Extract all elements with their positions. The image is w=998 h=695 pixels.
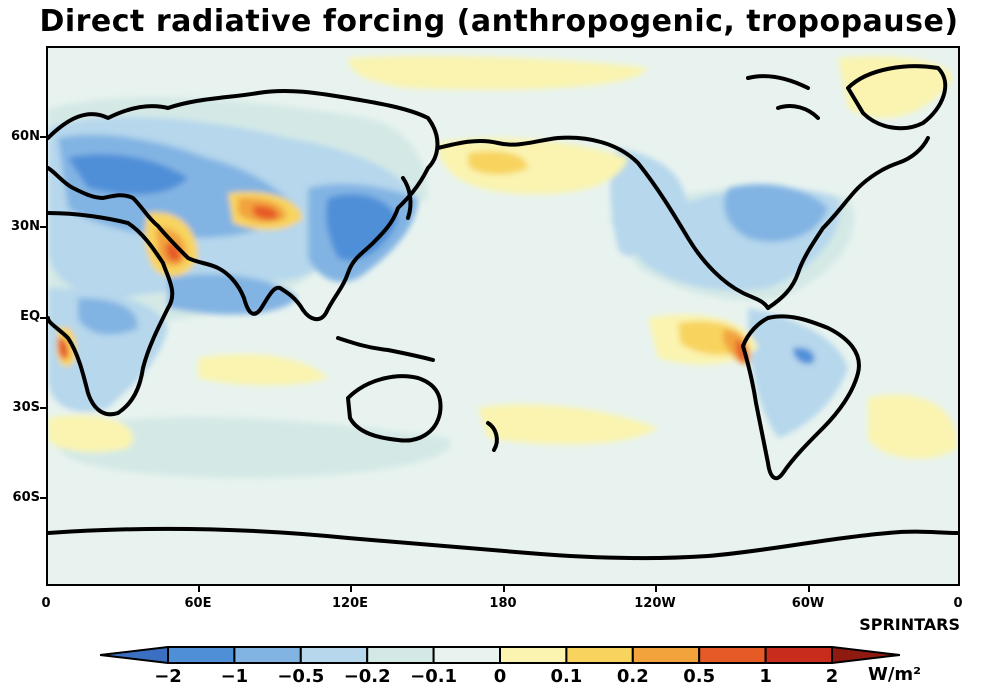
coast-south-america <box>741 314 861 481</box>
lon-tick <box>808 586 810 592</box>
field-congo-red <box>58 337 69 360</box>
field-us-east-mid <box>724 184 828 242</box>
colorbar-tick-label: 0.2 <box>616 666 649 687</box>
colorbar-swatch <box>432 646 502 664</box>
colorbar-units: W/m² <box>868 664 922 685</box>
lat-label-60n: 60N <box>11 129 40 144</box>
lon-tick <box>655 586 657 592</box>
coast-europe-asia <box>48 88 440 322</box>
field-sa-blue <box>748 308 848 438</box>
coast-australia <box>346 374 443 443</box>
field-europe-dark <box>68 154 188 195</box>
lon-label-120e: 120E <box>331 596 369 611</box>
field-south-light <box>58 417 451 478</box>
lon-tick <box>198 586 200 592</box>
coast-greenland <box>846 64 948 131</box>
colorbar-swatch <box>764 646 833 664</box>
colorbar-swatch <box>565 646 634 664</box>
lat-tick <box>40 136 46 138</box>
lon-label-0-east: 0 <box>953 596 963 611</box>
field-npacific-gold <box>468 151 528 175</box>
lon-label-0: 0 <box>41 596 51 611</box>
colorbar-tick-label: −2 <box>154 666 182 687</box>
lat-tick <box>40 497 46 499</box>
field-china-dark <box>326 194 398 261</box>
field-pacific-blue <box>610 148 688 257</box>
colorbar-left-extension <box>100 646 169 664</box>
lon-label-180: 180 <box>489 596 517 611</box>
lat-tick <box>40 317 46 319</box>
colorbar-swatch <box>631 646 701 664</box>
field-africa-blue <box>48 288 168 412</box>
field-brazil-dark <box>793 347 815 364</box>
colorbar-swatch <box>167 646 236 664</box>
field-sw-pacific-yellow <box>478 404 658 445</box>
lat-label-eq: EQ <box>20 309 40 324</box>
colorbar-right-extension <box>831 646 900 664</box>
colorbar-swatch <box>499 646 568 664</box>
lat-tick <box>40 226 46 228</box>
colorbar-tick-label: 2 <box>825 666 839 687</box>
coast-new-zealand <box>486 421 499 452</box>
colorbar-tick-label: −0.2 <box>343 666 391 687</box>
coast-na-west <box>436 135 770 310</box>
coast-na-east <box>766 136 930 310</box>
field-arctic-yellow <box>348 56 648 90</box>
lon-label-60w: 60W <box>791 596 825 611</box>
field-satlantic-yellow <box>868 394 958 459</box>
forcing-field <box>48 56 958 478</box>
lat-label-60s: 60S <box>12 490 40 505</box>
colorbar-tick-label: −0.1 <box>410 666 458 687</box>
colorbar-tick-label: 0.1 <box>550 666 583 687</box>
coast-japan <box>401 176 413 220</box>
lat-label-30s: 30S <box>12 400 40 415</box>
coastlines <box>48 64 958 561</box>
coast-africa <box>48 211 175 417</box>
lat-label-30n: 30N <box>11 219 40 234</box>
field-south-yellow <box>48 415 134 453</box>
colorbar-tick-label: 0.5 <box>683 666 716 687</box>
colorbar-tick-label: 1 <box>759 666 772 687</box>
lon-label-120w: 120W <box>634 596 676 611</box>
colorbar-swatch <box>233 646 302 664</box>
map-canvas <box>48 48 958 584</box>
colorbar-swatch <box>698 646 767 664</box>
field-greenland-yellow <box>838 56 953 118</box>
lat-tick <box>40 407 46 409</box>
coast-arctic-islands <box>746 74 820 120</box>
lon-tick <box>503 586 505 592</box>
colorbar-tick-label: −1 <box>220 666 249 687</box>
field-africa-mid <box>78 298 138 335</box>
field-indian-yellow <box>198 354 328 386</box>
colorbar-tick-label: −0.5 <box>277 666 325 687</box>
lon-tick <box>350 586 352 592</box>
colorbar <box>100 646 900 664</box>
colorbar-swatch <box>299 646 369 664</box>
colorbar-tick-label: 0 <box>493 666 507 687</box>
colorbar-swatch <box>366 646 435 664</box>
coast-antarctica <box>48 526 958 561</box>
lon-label-60e: 60E <box>184 596 212 611</box>
credit-label: SPRINTARS <box>859 615 960 634</box>
coast-indonesia <box>336 336 435 362</box>
forcing-map <box>46 46 960 586</box>
map-title: Direct radiative forcing (anthropogenic,… <box>39 4 959 39</box>
field-tibet-red <box>253 205 279 220</box>
